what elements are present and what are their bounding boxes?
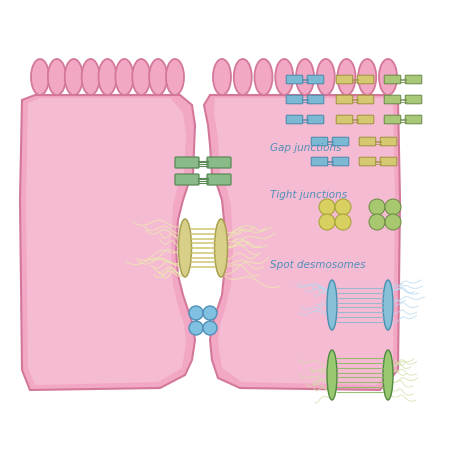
Ellipse shape: [327, 280, 337, 330]
Polygon shape: [20, 95, 195, 390]
FancyBboxPatch shape: [357, 95, 374, 104]
Ellipse shape: [215, 219, 228, 277]
Ellipse shape: [213, 59, 231, 95]
Ellipse shape: [99, 59, 117, 95]
FancyBboxPatch shape: [336, 115, 353, 124]
FancyBboxPatch shape: [332, 157, 349, 166]
Ellipse shape: [296, 59, 314, 95]
FancyBboxPatch shape: [286, 115, 303, 124]
Ellipse shape: [48, 59, 66, 95]
FancyBboxPatch shape: [286, 75, 303, 84]
Ellipse shape: [179, 219, 191, 277]
FancyBboxPatch shape: [380, 137, 397, 146]
Circle shape: [335, 214, 351, 230]
FancyBboxPatch shape: [175, 174, 199, 185]
Circle shape: [385, 199, 401, 215]
Circle shape: [189, 306, 203, 320]
Text: Gap junctions: Gap junctions: [270, 143, 341, 153]
FancyBboxPatch shape: [307, 75, 324, 84]
FancyBboxPatch shape: [357, 115, 374, 124]
Polygon shape: [214, 98, 395, 385]
Ellipse shape: [82, 59, 100, 95]
Ellipse shape: [65, 59, 83, 95]
FancyBboxPatch shape: [207, 174, 231, 185]
FancyBboxPatch shape: [357, 75, 374, 84]
Ellipse shape: [337, 59, 356, 95]
Ellipse shape: [31, 59, 49, 95]
Ellipse shape: [383, 280, 393, 330]
FancyBboxPatch shape: [405, 95, 422, 104]
FancyBboxPatch shape: [336, 75, 353, 84]
Text: Spot desmosomes: Spot desmosomes: [270, 260, 365, 270]
FancyBboxPatch shape: [175, 157, 199, 168]
FancyBboxPatch shape: [384, 115, 401, 124]
FancyBboxPatch shape: [405, 75, 422, 84]
Circle shape: [203, 306, 217, 320]
Ellipse shape: [166, 59, 184, 95]
Circle shape: [335, 199, 351, 215]
Ellipse shape: [132, 59, 150, 95]
FancyBboxPatch shape: [384, 95, 401, 104]
FancyBboxPatch shape: [336, 95, 353, 104]
Circle shape: [369, 214, 385, 230]
Ellipse shape: [317, 59, 335, 95]
Circle shape: [203, 321, 217, 335]
Ellipse shape: [383, 350, 393, 400]
FancyBboxPatch shape: [311, 157, 328, 166]
Ellipse shape: [149, 59, 167, 95]
FancyBboxPatch shape: [286, 95, 303, 104]
Circle shape: [385, 214, 401, 230]
FancyBboxPatch shape: [384, 75, 401, 84]
Circle shape: [319, 199, 335, 215]
Polygon shape: [204, 95, 400, 390]
Circle shape: [319, 214, 335, 230]
Polygon shape: [26, 98, 186, 385]
FancyBboxPatch shape: [405, 115, 422, 124]
FancyBboxPatch shape: [359, 157, 376, 166]
Ellipse shape: [358, 59, 376, 95]
FancyBboxPatch shape: [359, 137, 376, 146]
FancyBboxPatch shape: [207, 157, 231, 168]
Ellipse shape: [115, 59, 133, 95]
FancyBboxPatch shape: [311, 137, 328, 146]
Ellipse shape: [327, 350, 337, 400]
Ellipse shape: [234, 59, 252, 95]
Circle shape: [189, 321, 203, 335]
Text: Tight junctions: Tight junctions: [270, 190, 347, 200]
Ellipse shape: [255, 59, 273, 95]
Ellipse shape: [379, 59, 397, 95]
FancyBboxPatch shape: [307, 115, 324, 124]
FancyBboxPatch shape: [332, 137, 349, 146]
FancyBboxPatch shape: [380, 157, 397, 166]
Circle shape: [369, 199, 385, 215]
FancyBboxPatch shape: [307, 95, 324, 104]
Ellipse shape: [275, 59, 293, 95]
